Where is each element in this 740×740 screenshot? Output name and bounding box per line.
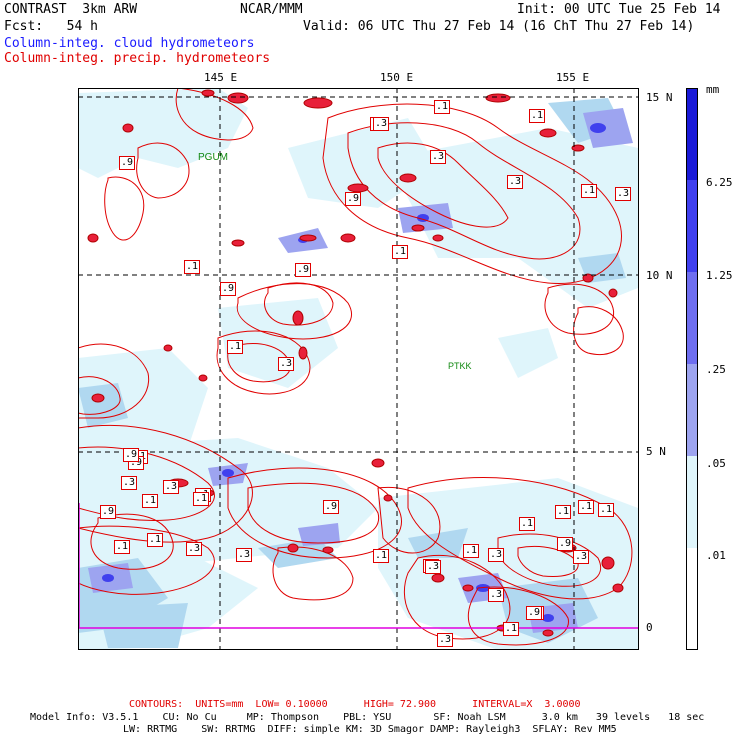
contour-label: .3 <box>573 550 590 564</box>
colorbar-level3 <box>686 364 698 456</box>
hydrometeor-map: PGUM PTKK <box>78 88 639 650</box>
contour-label: .3 <box>507 175 524 189</box>
contour-label: .9 <box>119 156 136 170</box>
lat-label-equator: 0 <box>646 621 653 634</box>
contour-label: .1 <box>114 540 131 554</box>
lat-label-5n: 5 N <box>646 445 666 458</box>
station-pgum: PGUM <box>198 152 228 163</box>
contour-label: .9 <box>345 192 362 206</box>
colorbar-level1 <box>686 548 698 650</box>
valid-time: Valid: 06 UTC Thu 27 Feb 14 (16 ChT Thu … <box>303 19 695 34</box>
lon-label-145e: 145 E <box>204 71 238 84</box>
contour-label: .9 <box>123 448 140 462</box>
map-title: CONTRAST 3km ARW <box>4 2 138 17</box>
contour-label: .9 <box>526 606 543 620</box>
colorbar-unit: mm <box>706 83 720 96</box>
colorbar-tick-.05: .05 <box>706 457 726 470</box>
colorbar-tick-.25: .25 <box>706 363 726 376</box>
contour-label: .9 <box>323 500 340 514</box>
contour-label: .3 <box>186 542 203 556</box>
colorbar-tick-1.25: 1.25 <box>706 269 733 282</box>
colorbar <box>686 88 698 650</box>
contour-label: .3 <box>437 633 454 647</box>
legend-cloud-hydrometeors: Column-integ. cloud hydrometeors <box>4 36 255 51</box>
contour-label: .1 <box>392 245 409 259</box>
lon-label-155e: 155 E <box>556 71 590 84</box>
contour-label: .3 <box>163 480 180 494</box>
contour-label: .1 <box>193 492 210 506</box>
contour-info: CONTOURS: UNITS=mm LOW= 0.10000 HIGH= 72… <box>129 699 581 710</box>
contour-label: .9 <box>557 537 574 551</box>
lat-label-10n: 10 N <box>646 269 673 282</box>
contour-label: .3 <box>615 187 632 201</box>
contour-label: .1 <box>463 544 480 558</box>
contour-label: .1 <box>373 549 390 563</box>
cloud-shading-max <box>102 123 606 622</box>
colorbar-tick-.01: .01 <box>706 549 726 562</box>
station-ptkk: PTKK <box>448 361 472 371</box>
contour-label: .1 <box>529 109 546 123</box>
contour-label: .1 <box>555 505 572 519</box>
contour-label: .9 <box>100 505 117 519</box>
colorbar-level4 <box>686 272 698 364</box>
organization: NCAR/MMM <box>240 2 303 17</box>
colorbar-level5 <box>686 180 698 272</box>
contour-label: .3 <box>121 476 138 490</box>
precip-intense-cores <box>87 89 624 637</box>
contour-label: .1 <box>581 184 598 198</box>
legend-precip-hydrometeors: Column-integ. precip. hydrometeors <box>4 51 271 66</box>
colorbar-level2 <box>686 456 698 548</box>
model-info-line2: LW: RRTMG SW: RRTMG DIFF: simple KM: 3D … <box>123 724 617 735</box>
contour-label: .1 <box>578 500 595 514</box>
contour-label: .9 <box>220 282 237 296</box>
lat-label-15n: 15 N <box>646 91 673 104</box>
contour-label: .1 <box>227 340 244 354</box>
contour-label: .1 <box>147 533 164 547</box>
forecast-hour: Fcst: 54 h <box>4 19 98 34</box>
contour-label: .1 <box>434 100 451 114</box>
contour-label: .3 <box>236 548 253 562</box>
colorbar-level6 <box>686 88 698 180</box>
init-time: Init: 00 UTC Tue 25 Feb 14 <box>517 2 721 17</box>
contour-label: .3 <box>488 548 505 562</box>
contour-label: .3 <box>278 357 295 371</box>
contour-label: .1 <box>184 260 201 274</box>
contour-label: .1 <box>519 517 536 531</box>
contour-label: .1 <box>598 503 615 517</box>
contour-label: .9 <box>295 263 312 277</box>
model-info-line1: Model Info: V3.5.1 CU: No Cu MP: Thompso… <box>30 712 705 723</box>
contour-label: .3 <box>373 117 390 131</box>
contour-label: .3 <box>488 588 505 602</box>
contour-label: .3 <box>425 560 442 574</box>
colorbar-tick-6.25: 6.25 <box>706 176 733 189</box>
contour-label: .1 <box>142 494 159 508</box>
lon-label-150e: 150 E <box>380 71 414 84</box>
contour-label: .3 <box>430 150 447 164</box>
contour-label: .1 <box>503 622 520 636</box>
